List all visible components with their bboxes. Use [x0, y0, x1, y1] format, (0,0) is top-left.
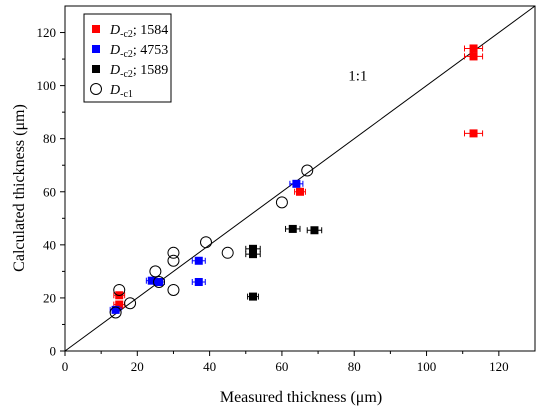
legend-marker-square: [92, 45, 100, 53]
data-point-circle: [301, 164, 314, 177]
legend-label: D-c2; 1584: [109, 23, 168, 40]
data-point-square: [469, 129, 478, 138]
legend: D-c2; 1584 D-c2; 4753 D-c2; 1589 D-c1: [83, 13, 172, 103]
data-point-circle: [149, 265, 162, 278]
one-to-one-line: [64, 5, 536, 352]
data-point-circle: [167, 246, 180, 259]
data-point-circle: [167, 283, 180, 296]
data-point-circle: [200, 236, 212, 249]
x-tick-label: 20: [131, 359, 144, 374]
y-tick-label: 40: [43, 237, 56, 252]
y-tick-label: 80: [43, 131, 56, 146]
reference-line-label: 1:1: [348, 68, 367, 84]
legend-label: D-c2; 1589: [109, 63, 168, 80]
data-point-square: [115, 300, 124, 309]
data-point-square: [111, 305, 120, 314]
legend-label: D-c2; 4753: [109, 43, 168, 60]
legend-marker-square: [92, 65, 100, 73]
data-point-circle: [153, 276, 165, 288]
y-axis-title: Calculated thickness (μm): [11, 104, 28, 272]
legend-label: D-c1: [109, 83, 133, 100]
data-point-circle: [167, 254, 180, 267]
y-tick-label: 20: [43, 290, 56, 305]
x-axis-title: Measured thickness (μm): [220, 389, 382, 406]
y-tick-label: 60: [43, 184, 56, 199]
data-point-square: [249, 292, 257, 301]
legend-marker-circle: [90, 83, 102, 95]
x-tick-label: 80: [348, 359, 361, 374]
data-point-square: [155, 278, 163, 286]
data-point-square: [194, 278, 203, 286]
x-tick-label: 60: [275, 359, 288, 374]
x-tick-label: 100: [417, 359, 437, 374]
data-point-square: [296, 187, 304, 196]
data-point-square: [292, 179, 301, 188]
plot-area: 0 20 40 60 80 100 120 0 20 40 60 80 100 120: [37, 5, 536, 374]
plot-frame: [64, 5, 536, 352]
data-point-circle: [275, 196, 288, 209]
data-point-square: [249, 244, 257, 253]
legend-marker-square: [92, 25, 100, 33]
data-point-square: [288, 224, 297, 233]
data-point-square: [147, 276, 156, 285]
y-tick-label: 100: [37, 78, 57, 93]
data-point-square: [469, 44, 478, 53]
x-tick-label: 120: [489, 359, 509, 374]
data-point-square: [194, 256, 203, 265]
y-tick-label: 0: [50, 344, 57, 359]
data-point-square: [310, 226, 319, 235]
data-point-circle: [221, 246, 234, 259]
data-point-circle: [109, 306, 122, 319]
y-tick-label: 120: [37, 25, 57, 40]
data-point-circle: [124, 297, 137, 310]
data-point-square: [469, 52, 478, 61]
data-point-square: [249, 250, 257, 259]
x-tick-label: 40: [203, 359, 216, 374]
x-tick-label: 0: [62, 359, 69, 374]
data-point-circle: [113, 283, 126, 296]
